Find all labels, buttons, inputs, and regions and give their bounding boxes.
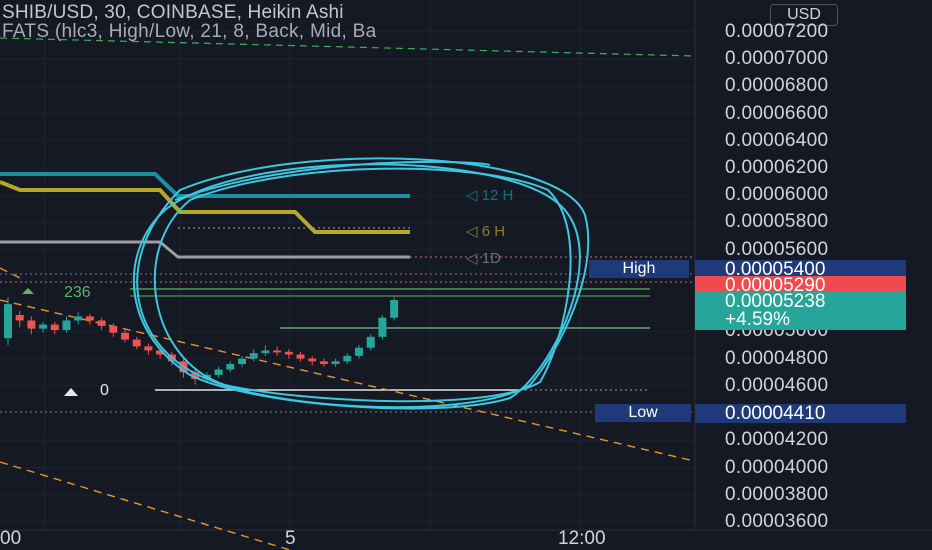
price-tick-label: 0.00006400	[725, 129, 829, 151]
candle-bear[interactable]	[191, 372, 200, 380]
candle-bear[interactable]	[144, 346, 153, 351]
currency-button[interactable]: USD	[770, 4, 838, 26]
candle-bull[interactable]	[62, 320, 71, 331]
price-tick-label: 0.00004200	[725, 429, 829, 451]
candle-bull[interactable]	[4, 304, 12, 339]
price-tick-label: 0.00004000	[725, 456, 829, 478]
price-tick-label: 0.00005600	[725, 238, 829, 260]
candle-bear[interactable]	[296, 354, 305, 359]
candle-bear[interactable]	[85, 316, 94, 321]
candle-bull[interactable]	[343, 355, 352, 362]
price-tick-label: 0.00006000	[725, 184, 829, 206]
time-label-1200: 12:00	[558, 528, 606, 549]
symbol-title[interactable]: SHIB/USD, 30, COINBASE, Heikin Ashi	[2, 2, 344, 23]
candle-bull[interactable]	[261, 350, 270, 354]
price-tick-label: 0.00004800	[725, 347, 829, 369]
fib-0-label: 0	[100, 382, 109, 399]
candle-bear[interactable]	[109, 325, 118, 333]
last-price-tag: 0.00005290	[695, 276, 906, 295]
candles	[4, 297, 399, 385]
current-price-value: 0.00005238	[725, 291, 826, 312]
fib-0-triangle	[64, 388, 78, 396]
candle-bear[interactable]	[308, 358, 317, 362]
price-tick-label: 0.00006800	[725, 75, 829, 97]
candle-bear[interactable]	[97, 320, 106, 326]
price-tick-label: 0.00003800	[725, 483, 829, 505]
tf-label-1d: ◁ 1D	[466, 250, 501, 267]
d1-line	[0, 240, 410, 259]
price-tick-label: 0.00005800	[725, 211, 829, 233]
trend-left-stub	[0, 267, 21, 279]
time-label-00: 00	[0, 528, 22, 549]
price-tick-label: 0.00007000	[725, 48, 829, 70]
indicator-legend[interactable]: FATS (hlc3, High/Low, 21, 8, Back, Mid, …	[2, 21, 377, 42]
candle-bear[interactable]	[50, 324, 59, 331]
annotation-loop-2	[132, 163, 581, 410]
annotation-stroke	[174, 160, 491, 201]
candle-bear[interactable]	[273, 350, 282, 353]
high-value-tag: 0.00005400	[695, 260, 906, 279]
candle-bull[interactable]	[366, 336, 375, 348]
h6-line	[0, 180, 410, 234]
tf-label-12h: ◁ 12 H	[466, 187, 514, 204]
candle-bear[interactable]	[284, 351, 293, 355]
price-tick-label: 0.00006600	[725, 102, 829, 124]
fib-236-label: 236	[64, 284, 91, 301]
candle-bear[interactable]	[156, 350, 165, 355]
price-tick-label: 0.00006200	[725, 156, 829, 178]
trend-lower	[0, 461, 291, 550]
candle-bull[interactable]	[74, 316, 83, 321]
candle-bull[interactable]	[238, 358, 246, 365]
current-price-tag: 0.00005238 +4.59%	[695, 292, 906, 330]
candle-bull[interactable]	[249, 353, 258, 359]
high-label-tag: High	[589, 260, 689, 278]
annotation-loop-3	[153, 167, 572, 403]
candle-bear[interactable]	[132, 339, 141, 347]
candle-bull[interactable]	[214, 369, 223, 375]
time-label-5: 5	[285, 528, 296, 549]
low-value-tag: 0.00004410	[695, 404, 906, 423]
candle-bull[interactable]	[39, 324, 48, 329]
fib-236-triangle	[22, 288, 34, 294]
candle-bear[interactable]	[319, 361, 328, 365]
candle-bull[interactable]	[378, 317, 387, 337]
tf-label-6h: ◁ 6 H	[466, 223, 506, 240]
candle-bear[interactable]	[121, 332, 129, 340]
candle-bear[interactable]	[15, 315, 24, 321]
candle-bear[interactable]	[27, 320, 36, 329]
price-tick-label: 0.00003600	[725, 511, 829, 532]
grid	[0, 0, 695, 530]
h12-line	[0, 172, 410, 198]
low-label-tag: Low	[595, 404, 691, 422]
price-tick-label: 0.00004600	[725, 374, 829, 396]
candle-bull[interactable]	[331, 361, 340, 365]
upper-trendline	[0, 37, 696, 57]
annotation-circles	[132, 157, 590, 410]
candle-bull[interactable]	[390, 300, 399, 318]
candle-bull[interactable]	[355, 347, 363, 356]
current-price-change: +4.59%	[725, 309, 790, 330]
candle-bull[interactable]	[226, 364, 235, 370]
price-tick-label: 0.00007200	[725, 20, 829, 42]
